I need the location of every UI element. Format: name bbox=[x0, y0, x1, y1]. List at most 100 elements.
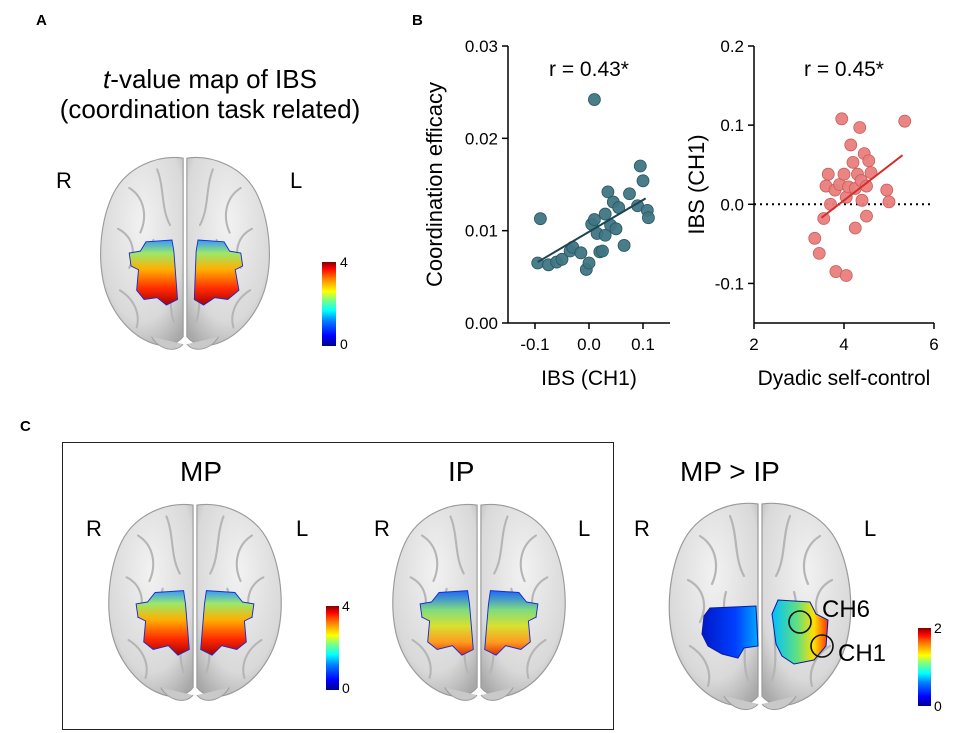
y-tick-label: 0.02 bbox=[465, 129, 498, 148]
y-tick-label: 0.1 bbox=[720, 116, 744, 135]
panel-a-title: t-value map of IBS (coordination task re… bbox=[40, 64, 380, 124]
x-tick-label: 4 bbox=[839, 335, 848, 354]
data-point bbox=[860, 179, 873, 193]
diff-right-label: R bbox=[634, 516, 650, 541]
panel-a-colorbar-max: 4 bbox=[340, 254, 348, 270]
panel-a-colorbar bbox=[322, 262, 336, 346]
mp-activation-right bbox=[135, 590, 190, 656]
data-point bbox=[587, 93, 601, 106]
ip-right-label: R bbox=[374, 516, 390, 541]
panel-a-title-line2: (coordination task related) bbox=[59, 94, 361, 124]
panel-a-title-rest: -value map of IBS bbox=[110, 64, 317, 94]
data-point bbox=[880, 183, 894, 197]
panel-c-letter: C bbox=[20, 418, 31, 435]
panel-a-title-italic: t bbox=[103, 64, 111, 94]
mp-brain bbox=[100, 492, 290, 712]
diff-colorbar-min: 0 bbox=[934, 698, 942, 714]
data-point bbox=[898, 114, 912, 128]
data-point bbox=[846, 155, 860, 169]
x-tick-label: 0.0 bbox=[577, 335, 601, 354]
mp-brain-surface bbox=[109, 504, 281, 700]
y-tick-label: 0.0 bbox=[720, 195, 744, 214]
data-point bbox=[853, 121, 867, 134]
mp-title: MP bbox=[180, 456, 222, 487]
ip-brain bbox=[384, 492, 574, 712]
x-tick-label: 0.1 bbox=[631, 335, 655, 354]
data-point bbox=[839, 269, 853, 282]
y-axis-label: Coordination efficacy bbox=[422, 82, 447, 287]
ch6-marker bbox=[788, 610, 812, 634]
x-tick-label: 6 bbox=[929, 335, 938, 354]
data-point bbox=[848, 221, 862, 235]
ip-left-label: L bbox=[578, 516, 591, 541]
y-axis-label: IBS (CH1) bbox=[684, 134, 709, 234]
ip-title: IP bbox=[448, 456, 475, 487]
panel-a-activation-right bbox=[128, 239, 179, 306]
x-tick-label: 2 bbox=[749, 335, 758, 354]
y-tick-label: 0.03 bbox=[465, 37, 498, 56]
ch6-label: CH6 bbox=[822, 596, 871, 623]
mp-colorbar-max: 4 bbox=[342, 598, 350, 614]
data-point bbox=[582, 256, 596, 270]
ch1-label: CH1 bbox=[838, 640, 887, 667]
mp-ip-frame bbox=[62, 442, 614, 730]
data-point bbox=[641, 211, 655, 225]
mp-left-label: L bbox=[296, 516, 309, 541]
data-point bbox=[633, 159, 647, 173]
data-point bbox=[882, 195, 896, 209]
data-point bbox=[587, 213, 601, 226]
data-point bbox=[601, 185, 615, 199]
data-point bbox=[837, 167, 851, 181]
diff-activation-right bbox=[701, 605, 759, 659]
y-tick-label: 0.00 bbox=[465, 314, 498, 333]
panel-a-letter: A bbox=[36, 12, 47, 29]
regression-line bbox=[537, 197, 647, 263]
data-point bbox=[555, 252, 569, 266]
panel-b-letter: B bbox=[412, 12, 423, 29]
data-point bbox=[636, 174, 650, 188]
data-point bbox=[812, 246, 826, 260]
data-point bbox=[821, 167, 835, 181]
data-point bbox=[860, 209, 873, 223]
data-point bbox=[808, 231, 822, 245]
panel-a-brain bbox=[92, 148, 278, 358]
panel-a-brain-surface bbox=[101, 158, 270, 350]
ip-activation-left bbox=[484, 590, 539, 656]
data-point bbox=[598, 228, 612, 242]
diff-left-label: L bbox=[864, 516, 877, 541]
data-point bbox=[862, 154, 876, 168]
diff-brain bbox=[660, 492, 860, 720]
scatter-chart-coordination: 0.00 0.01 0.02 0.03 -0.1 0.0 0.1 r = 0.43* IBS (… bbox=[422, 37, 670, 390]
data-point bbox=[609, 222, 623, 236]
data-point bbox=[844, 138, 858, 152]
panel-a-title-line1: t-value map of IBS bbox=[40, 64, 380, 94]
y-tick-label: 0.2 bbox=[720, 37, 744, 56]
x-tick-label: -0.1 bbox=[520, 335, 549, 354]
data-point bbox=[817, 212, 831, 225]
diff-colorbar bbox=[918, 628, 931, 706]
regression-line bbox=[820, 154, 904, 219]
correlation-annotation: r = 0.43* bbox=[549, 58, 629, 81]
data-point bbox=[534, 212, 547, 226]
scatter-chart-self-control: -0.1 0.0 0.1 0.2 2 4 6 r = 0.45* Dyadic self-con… bbox=[684, 37, 939, 390]
data-point bbox=[835, 112, 849, 126]
data-point bbox=[623, 187, 636, 201]
mp-colorbar bbox=[326, 606, 339, 690]
mp-right-label: R bbox=[86, 516, 102, 541]
ip-brain-surface bbox=[393, 504, 565, 700]
y-tick-label: -0.1 bbox=[715, 274, 744, 293]
data-point bbox=[596, 244, 609, 258]
diff-activation-left bbox=[771, 599, 829, 665]
x-axis-label: IBS (CH1) bbox=[541, 367, 637, 390]
ip-activation-right bbox=[419, 590, 474, 656]
panel-a-colorbar-min: 0 bbox=[340, 336, 348, 352]
mp-colorbar-min: 0 bbox=[342, 680, 350, 696]
panel-a-left-label: L bbox=[290, 168, 303, 193]
diff-colorbar-max: 2 bbox=[934, 620, 942, 636]
panel-a-right-label: R bbox=[56, 168, 72, 193]
x-axis-label: Dyadic self-control bbox=[758, 367, 931, 390]
correlation-annotation: r = 0.45* bbox=[804, 58, 884, 81]
y-tick-label: 0.01 bbox=[465, 222, 498, 241]
panel-a-activation-left bbox=[193, 239, 244, 306]
data-point bbox=[617, 239, 631, 252]
